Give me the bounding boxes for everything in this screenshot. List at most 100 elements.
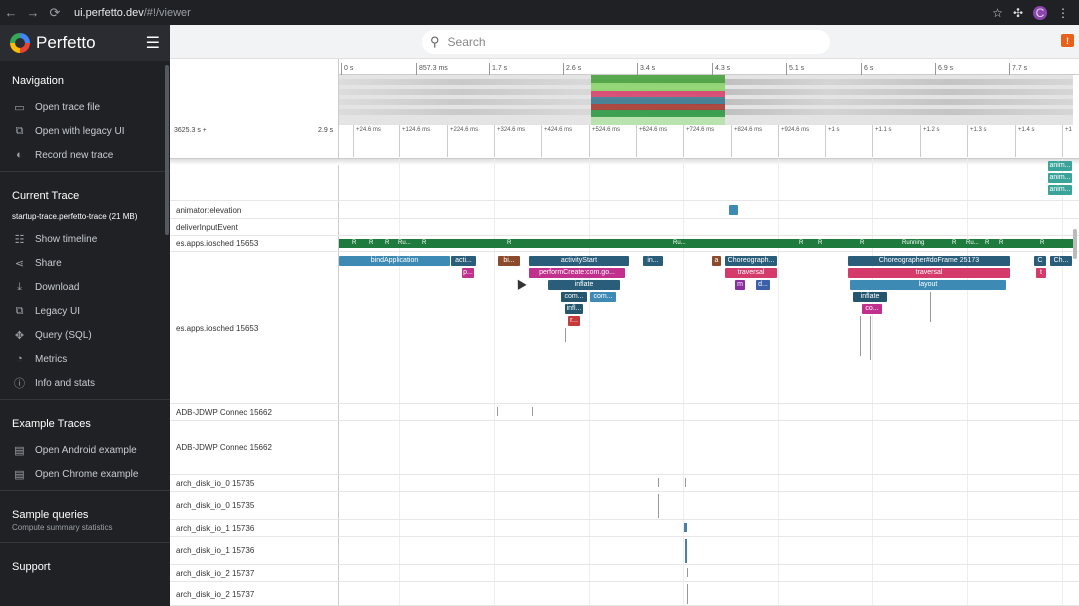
overview-minimap[interactable] (339, 75, 1073, 125)
support-section-title[interactable]: Support (12, 561, 51, 573)
slice-tick (658, 478, 659, 487)
slice-in[interactable]: in... (643, 256, 663, 266)
sidebar-item-show-timeline[interactable]: ☷ Show timeline (0, 227, 170, 251)
overview-selection[interactable] (591, 75, 725, 125)
ruler-tick: 7.7 s (1009, 63, 1027, 75)
track-row[interactable]: arch_disk_io_0 15735 (170, 475, 1079, 492)
slice-a[interactable]: a (712, 256, 721, 266)
track-row[interactable]: arch_disk_io_2 15737 (170, 565, 1079, 582)
slice-p[interactable]: p... (462, 268, 474, 278)
state-label: R (999, 240, 1004, 246)
slice-activity-start[interactable]: activityStart (529, 256, 629, 266)
slice-elevation[interactable] (729, 205, 738, 215)
sidebar-item-android-example[interactable]: ▤ Open Android example (0, 438, 170, 462)
slice-m[interactable]: m (735, 280, 745, 290)
forward-icon[interactable]: → (26, 5, 40, 20)
sidebar-item-download[interactable]: ⤓ Download (0, 275, 170, 299)
thread-state-bar[interactable] (339, 239, 1073, 248)
track-label: arch_disk_io_0 15735 (176, 501, 255, 510)
slice-c[interactable]: C (1034, 256, 1046, 266)
sidebar-item-legacy-ui[interactable]: ⧉ Legacy UI (0, 299, 170, 323)
slice-anim[interactable]: anim... (1048, 173, 1072, 183)
sidebar-item-query[interactable]: ✥ Query (SQL) (0, 323, 170, 347)
time-tick: +24.6 ms (353, 125, 381, 157)
slice-bind-application[interactable]: bindApplication (339, 256, 450, 266)
bookmark-star-icon[interactable]: ☆ (992, 5, 1003, 20)
time-tick: +324.6 ms (494, 125, 525, 157)
slice-inflate[interactable]: inflate (853, 292, 887, 302)
slice-ch[interactable]: Ch... (1050, 256, 1072, 266)
sample-queries-subtitle: Compute summary statistics (12, 523, 113, 532)
track-row[interactable]: arch_disk_io_1 15736 (170, 537, 1079, 565)
slice-acti[interactable]: acti... (451, 256, 476, 266)
slice-layout[interactable]: layout (850, 280, 1006, 290)
current-trace-section-title[interactable]: Current Trace (12, 190, 80, 202)
sample-queries-section-title[interactable]: Sample queries (12, 509, 89, 521)
slice-perform-create[interactable]: performCreate:com.go... (529, 268, 625, 278)
sidebar-scrollbar[interactable] (165, 65, 169, 235)
slice-inflate[interactable]: inflate (548, 280, 620, 290)
address-bar[interactable]: ui.perfetto.dev/#!/viewer (74, 6, 191, 19)
track-row[interactable]: es.apps.iosched 15653 bindApplication ac… (170, 252, 1079, 404)
slice-anim[interactable]: anim... (1048, 161, 1072, 171)
timeline-icon: ☷ (14, 233, 25, 246)
timeline-scrollbar[interactable] (1073, 229, 1077, 259)
time-tick: +1.1 s (872, 125, 892, 157)
sidebar-item-metrics[interactable]: ◔ Metrics (0, 347, 170, 371)
slice-choreographer[interactable]: Choreograph... (725, 256, 777, 266)
ruler-tick: 6 s (861, 63, 873, 75)
timeline-area[interactable]: 0 s 857.3 ms 1.7 s 2.6 s 3.4 s 4.3 s 5.1… (170, 59, 1079, 606)
slice-traversal[interactable]: traversal (725, 268, 777, 278)
sidebar-item-record-trace[interactable]: ◐ Record new trace (0, 143, 170, 167)
legacy-ui-icon: ⧉ (15, 304, 24, 317)
track-row[interactable]: es.apps.iosched 15653 R R R Ru... R R Ru… (170, 236, 1079, 252)
sidebar-divider (0, 490, 170, 491)
hamburger-menu-icon[interactable]: ☰ (145, 35, 160, 52)
track-row[interactable]: ADB-JDWP Connec 15662 (170, 421, 1079, 475)
track-row[interactable]: ADB-JDWP Connec 15662 (170, 404, 1079, 421)
browser-menu-icon[interactable]: ⋮ (1057, 5, 1069, 20)
error-alert-icon[interactable]: ! (1061, 34, 1074, 47)
track-row[interactable]: arch_disk_io_0 15735 (170, 492, 1079, 520)
reload-icon[interactable]: ⟳ (49, 4, 61, 20)
slice-infl[interactable]: infl... (565, 304, 583, 314)
slice-anim[interactable]: anim... (1048, 185, 1072, 195)
slice-tick (685, 478, 686, 487)
time-span-label: 2.9 s (318, 127, 334, 134)
state-label: R (799, 240, 804, 246)
slice-com[interactable]: com... (561, 292, 587, 302)
slice-t[interactable]: t (1036, 268, 1046, 278)
track-row[interactable]: deliverInputEvent (170, 219, 1079, 236)
search-input[interactable] (447, 35, 808, 49)
extensions-icon[interactable]: ✣ (1012, 5, 1023, 20)
sidebar-item-share[interactable]: ⋖ Share (0, 251, 170, 275)
slice-tick (658, 494, 659, 518)
grid-line (589, 159, 590, 606)
track-row[interactable]: animator:elevation (170, 201, 1079, 219)
slice-bi[interactable]: bi... (498, 256, 520, 266)
slice-r[interactable]: r... (568, 316, 580, 326)
back-icon[interactable]: ← (4, 5, 18, 20)
sidebar-item-open-trace[interactable]: ▭ Open trace file (0, 95, 170, 119)
slice-com[interactable]: com... (590, 292, 616, 302)
sidebar-item-info[interactable]: ⓘ Info and stats (0, 371, 170, 395)
pinned-area-shadow (170, 159, 1079, 165)
navigation-section-title[interactable]: Navigation (12, 75, 64, 87)
state-label: R (507, 240, 512, 246)
slice-traversal[interactable]: traversal (848, 268, 1010, 278)
slice-co[interactable]: co... (862, 304, 882, 314)
track-row[interactable]: arch_disk_io_2 15737 (170, 582, 1079, 606)
ruler-tick: 857.3 ms (416, 63, 448, 75)
track-row[interactable]: arch_disk_io_1 15736 (170, 520, 1079, 537)
sidebar-item-chrome-example[interactable]: ▤ Open Chrome example (0, 462, 170, 486)
slice-d[interactable]: d... (756, 280, 770, 290)
grid-line (494, 159, 495, 606)
slice-choreographer-doframe[interactable]: Choreographer#doFrame 25173 (848, 256, 1010, 266)
state-label: Ru... (966, 240, 979, 246)
track-row[interactable]: anim... anim... anim... (170, 159, 1079, 201)
profile-avatar[interactable]: C (1033, 5, 1047, 20)
track-label: deliverInputEvent (176, 223, 238, 232)
example-traces-section-title[interactable]: Example Traces (12, 418, 91, 430)
sidebar-header: Perfetto ☰ (0, 25, 170, 61)
sidebar-item-open-legacy[interactable]: ⧉ Open with legacy UI (0, 119, 170, 143)
